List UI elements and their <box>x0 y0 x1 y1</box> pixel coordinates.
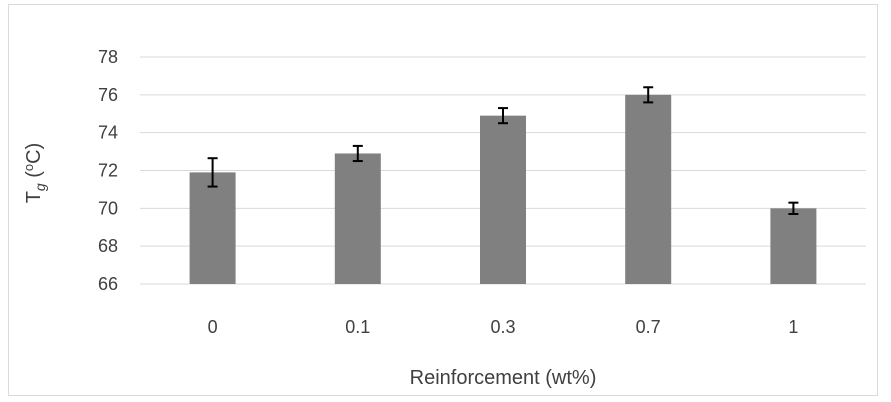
y-tick-label: 72 <box>98 161 118 181</box>
bar <box>189 172 236 284</box>
y-axis-title-subscript: g <box>32 183 48 191</box>
y-tick-label: 70 <box>98 198 118 218</box>
bar <box>480 115 526 285</box>
x-tick-label: 0.1 <box>345 317 370 337</box>
y-tick-label: 74 <box>98 123 118 143</box>
bar <box>334 153 381 284</box>
y-tick-label: 66 <box>98 274 118 294</box>
x-axis-ticks: 0 0.1 0.3 0.7 1 <box>208 317 799 337</box>
y-axis-title-unit-superscript: o <box>21 164 36 171</box>
y-tick-label: 78 <box>98 47 118 67</box>
bar <box>625 94 672 284</box>
x-tick-label: 1 <box>788 317 798 337</box>
x-tick-label: 0.3 <box>490 317 515 337</box>
y-axis-title-unit-open: ( <box>23 171 45 184</box>
y-axis-ticks: 66 68 70 72 74 76 78 <box>98 47 118 294</box>
chart-area <box>8 4 878 396</box>
y-axis-title: Tg (oC) <box>21 143 48 204</box>
bar <box>770 208 817 284</box>
y-axis-title-main: T <box>23 191 45 203</box>
x-axis-title: Reinforcement (wt%) <box>410 367 597 389</box>
x-tick-label: 0.7 <box>636 317 661 337</box>
y-axis-title-unit-close: C) <box>23 143 45 164</box>
error-bars <box>207 86 799 216</box>
bars <box>189 94 817 285</box>
x-tick-label: 0 <box>208 317 218 337</box>
y-tick-label: 76 <box>98 85 118 105</box>
y-tick-label: 68 <box>98 236 118 256</box>
